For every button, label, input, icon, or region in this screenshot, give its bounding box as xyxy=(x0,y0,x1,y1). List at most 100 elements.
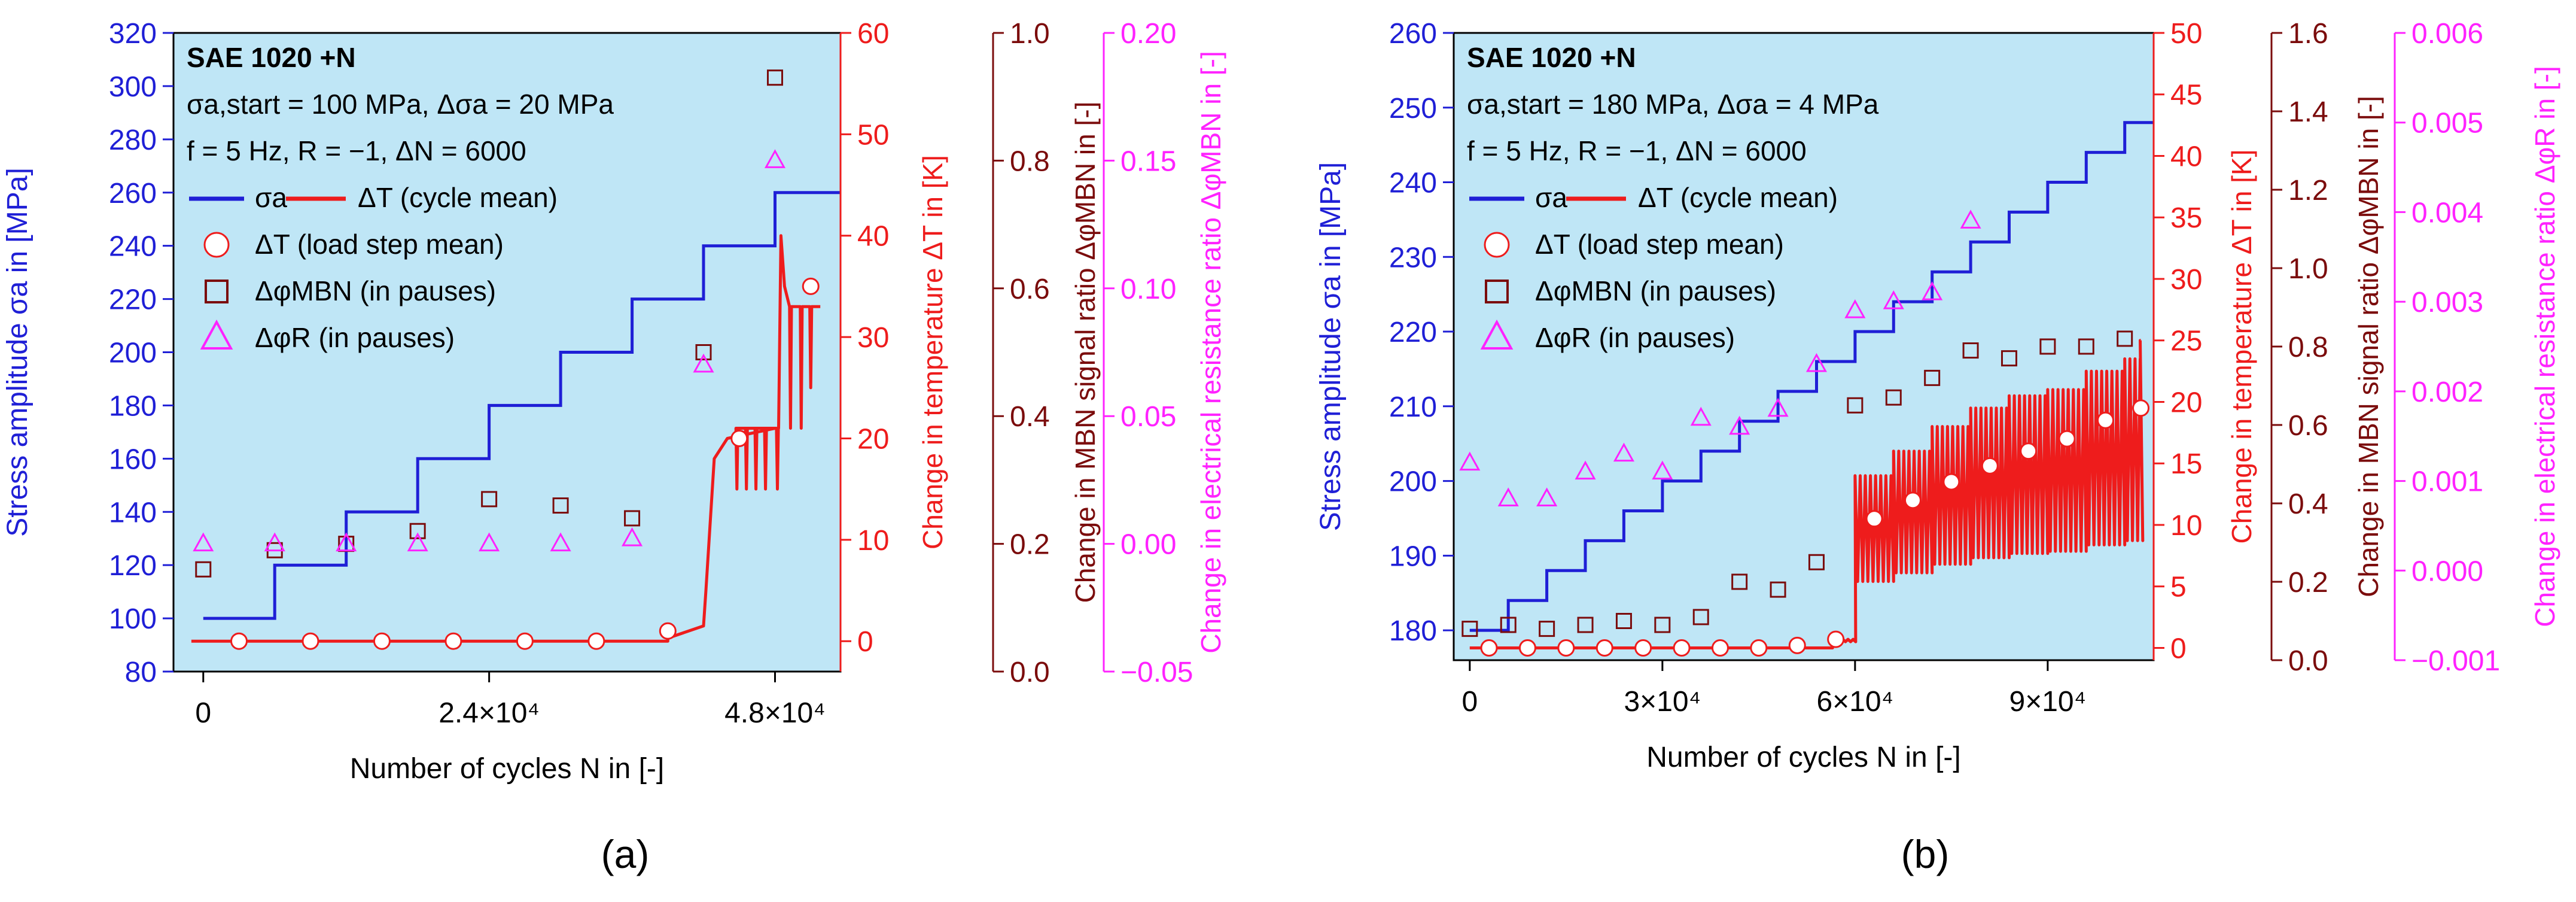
panel-label: (a) xyxy=(601,832,650,876)
stress-amplitude-line xyxy=(203,191,841,620)
temp-tick-label: 60 xyxy=(857,18,889,50)
temp-load-step-mean-marker xyxy=(1904,491,1922,509)
temp-load-step-mean-marker xyxy=(1981,457,1999,475)
legend-temp-line-label: ΔT (cycle mean) xyxy=(1638,182,1838,213)
mbn-marker xyxy=(409,523,426,539)
legend-stress-label: σa xyxy=(255,182,287,213)
temp-load-step-mean-marker xyxy=(1711,639,1729,657)
resistance-tick-label: 0.20 xyxy=(1120,18,1176,50)
stress-tick-label: 260 xyxy=(1389,18,1437,50)
resistance-marker xyxy=(622,527,643,546)
temp-tick-label: 15 xyxy=(2170,448,2202,480)
material-label: SAE 1020 +N xyxy=(187,42,356,73)
mbn-marker xyxy=(1731,573,1748,590)
chart-panel-a: 0 2.4×10⁴ 4.8×10⁴ Number of cycles N in [-]… xyxy=(2,18,1226,876)
legend-stress-label: σa xyxy=(1535,182,1567,213)
temp-tick-label: 20 xyxy=(2170,387,2202,418)
mbn-tick-label: 1.6 xyxy=(2288,18,2328,50)
temp-axis-title: Change in temperature ΔT in [K] xyxy=(917,155,948,549)
mbn-marker xyxy=(624,510,641,527)
legend-circle-label: ΔT (load step mean) xyxy=(255,229,504,260)
legend-square-label: ΔφMBN (in pauses) xyxy=(1535,275,1776,306)
plot-content xyxy=(191,69,841,650)
stress-tick-label: 160 xyxy=(109,444,157,475)
resistance-tick-label: 0.000 xyxy=(2411,555,2483,587)
mbn-marker xyxy=(195,561,212,578)
mbn-tick-label: 1.0 xyxy=(1010,18,1050,50)
resistance-tick-label: 0.006 xyxy=(2411,18,2483,50)
mbn-marker xyxy=(1461,621,1478,637)
stress-tick-label: 240 xyxy=(1389,168,1437,199)
stress-tick-label: 120 xyxy=(109,550,157,582)
stress-tick-label: 220 xyxy=(109,284,157,316)
resistance-marker xyxy=(1690,406,1712,426)
temp-load-step-mean-marker xyxy=(2020,442,2038,460)
resistance-marker xyxy=(1497,487,1519,507)
stress-tick-label: 320 xyxy=(109,18,157,50)
temp-tick-label: 35 xyxy=(2170,202,2202,234)
x-tick-label: 9×10⁴ xyxy=(2009,686,2087,718)
temp-cycle-mean-line xyxy=(1469,339,2145,649)
temp-tick-label: 0 xyxy=(857,626,873,658)
mbn-marker xyxy=(1692,609,1709,625)
mbn-marker xyxy=(1654,616,1671,633)
stress-tick-label: 180 xyxy=(1389,615,1437,647)
stress-tick-label: 280 xyxy=(109,124,157,156)
resistance-tick-label: 0.003 xyxy=(2411,287,2483,318)
resistance-marker xyxy=(479,532,500,552)
temp-load-step-mean-marker xyxy=(1827,630,1845,648)
mbn-tick-label: 0.8 xyxy=(1010,145,1050,177)
stress-axis-title: Stress amplitude σa in [MPa] xyxy=(1315,162,1347,532)
stress-tick-label: 210 xyxy=(1389,391,1437,423)
resistance-marker xyxy=(1459,451,1481,471)
legend-triangle-symbol xyxy=(1480,319,1514,350)
x-axis-title: Number of cycles N in [-] xyxy=(1646,742,1960,773)
x-tick-label: 4.8×10⁴ xyxy=(724,697,826,729)
temp-cycle-mean-line xyxy=(191,234,821,643)
x-tick-label: 0 xyxy=(195,697,211,729)
temp-tick-label: 25 xyxy=(2170,326,2202,357)
legend-square-symbol xyxy=(205,280,229,303)
mbn-tick-label: 1.4 xyxy=(2288,96,2328,128)
mbn-tick-label: 0.6 xyxy=(1010,274,1050,305)
resistance-marker xyxy=(1922,281,1943,300)
x-tick-label: 2.4×10⁴ xyxy=(439,697,540,729)
mbn-marker xyxy=(1615,613,1632,629)
resistance-tick-label: −0.001 xyxy=(2411,645,2500,677)
legend-triangle-label: ΔφR (in pauses) xyxy=(255,322,455,353)
mbn-tick-label: 1.2 xyxy=(2288,175,2328,206)
test-parameter-line: f = 5 Hz, R = −1, ΔN = 6000 xyxy=(1467,135,1807,166)
resistance-marker xyxy=(1652,460,1673,480)
resistance-marker xyxy=(1883,290,1904,309)
temp-load-step-mean-marker xyxy=(1750,639,1768,657)
x-axis-title: Number of cycles N in [-] xyxy=(350,753,664,785)
resistance-marker xyxy=(1960,209,1981,229)
temp-load-step-mean-marker xyxy=(444,632,462,650)
stress-tick-label: 140 xyxy=(109,497,157,529)
resistance-tick-label: 0.001 xyxy=(2411,466,2483,498)
plot-area xyxy=(1454,33,2154,660)
mbn-marker xyxy=(695,344,712,360)
legend-triangle-symbol xyxy=(200,319,233,350)
temp-load-step-mean-marker xyxy=(373,632,391,650)
resistance-tick-label: 0.002 xyxy=(2411,376,2483,408)
resistance-marker xyxy=(1613,442,1634,462)
legend-circle-symbol xyxy=(1484,232,1510,258)
resistance-marker xyxy=(1844,299,1866,318)
resistance-marker xyxy=(336,532,357,552)
resistance-marker xyxy=(1536,487,1558,507)
resistance-marker xyxy=(1767,397,1789,417)
mbn-marker xyxy=(1770,581,1786,598)
resistance-tick-label: 0.15 xyxy=(1120,145,1176,177)
temp-load-step-mean-marker xyxy=(1865,510,1883,528)
stress-axis-title: Stress amplitude σa in [MPa] xyxy=(2,168,34,537)
temp-tick-label: 40 xyxy=(857,221,889,253)
resistance-marker xyxy=(764,149,786,168)
mbn-marker xyxy=(1847,397,1864,414)
legend-square-label: ΔφMBN (in pauses) xyxy=(255,275,496,306)
legend-square-symbol xyxy=(1485,280,1509,303)
mbn-marker xyxy=(766,69,783,86)
temp-tick-label: 5 xyxy=(2170,572,2187,603)
mbn-tick-label: 0.4 xyxy=(1010,401,1050,433)
